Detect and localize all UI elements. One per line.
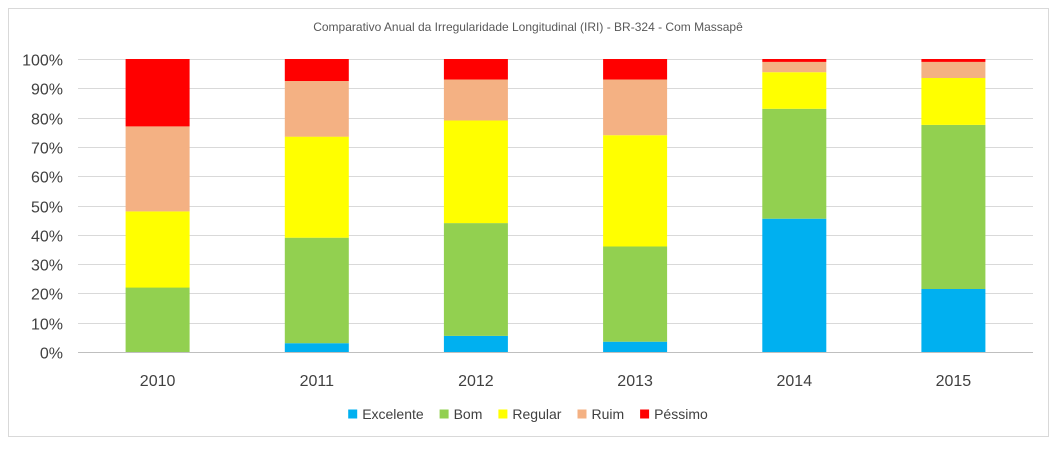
bar-segment xyxy=(443,223,508,336)
y-tick-label: 70% xyxy=(31,141,63,158)
legend: Excelente Bom Regular Ruim Péssimo xyxy=(348,406,708,422)
bars xyxy=(125,59,986,352)
y-tick-label: 20% xyxy=(31,287,63,304)
grid-lines xyxy=(78,59,1033,353)
y-tick-label: 80% xyxy=(31,112,63,129)
chart-title: Comparativo Anual da Irregularidade Long… xyxy=(313,20,743,34)
legend-item: Regular xyxy=(498,406,562,422)
legend-label: Regular xyxy=(512,406,561,422)
legend-swatch xyxy=(577,409,587,419)
bar-segment xyxy=(921,124,986,290)
bar-segment xyxy=(603,246,668,342)
y-tick-label: 30% xyxy=(31,258,63,275)
x-tick-label: 2010 xyxy=(140,373,176,390)
bar-segment xyxy=(443,59,508,80)
bar-segment xyxy=(443,335,508,352)
legend-label: Péssimo xyxy=(654,406,708,422)
bar-segment xyxy=(125,211,190,288)
legend-item: Péssimo xyxy=(640,406,708,422)
bar-segment xyxy=(443,120,508,224)
legend-item: Excelente xyxy=(348,406,424,422)
bar-segment xyxy=(125,126,190,212)
bar-segment xyxy=(284,237,349,344)
x-tick-label: 2014 xyxy=(777,373,813,390)
bar-segment xyxy=(762,108,827,219)
x-tick-label: 2011 xyxy=(300,373,335,390)
bar-segment xyxy=(762,59,827,62)
bar-segment xyxy=(125,287,190,352)
legend-label: Ruim xyxy=(592,406,625,422)
bar-segment xyxy=(603,341,668,352)
bar-segment xyxy=(921,78,986,125)
y-tick-label: 60% xyxy=(31,170,63,187)
legend-label: Bom xyxy=(454,406,483,422)
y-tick-label: 50% xyxy=(31,200,63,217)
bar-segment xyxy=(443,79,508,121)
x-axis-tick-labels: 2010 2011 2012 2013 2014 2015 xyxy=(140,373,971,390)
x-tick-label: 2015 xyxy=(936,373,972,390)
bar-segment xyxy=(921,61,986,78)
bar-segment xyxy=(762,61,827,73)
x-tick-label: 2013 xyxy=(617,373,653,390)
bar-segment xyxy=(284,81,349,137)
bar-segment xyxy=(125,59,190,127)
bar-segment xyxy=(921,59,986,62)
bar-segment xyxy=(603,135,668,247)
y-axis-tick-labels: 0% 10% 20% 30% 40% 50% 60% 70% 80% 90% 100% xyxy=(22,53,63,363)
bar-segment xyxy=(284,59,349,81)
legend-swatch xyxy=(439,409,449,419)
bar-segment xyxy=(603,79,668,136)
legend-item: Ruim xyxy=(577,406,625,422)
legend-swatch xyxy=(348,409,358,419)
x-tick-label: 2012 xyxy=(458,373,494,390)
legend-label: Excelente xyxy=(362,406,424,422)
y-tick-label: 100% xyxy=(22,53,63,70)
bar-segment xyxy=(762,72,827,109)
chart-frame xyxy=(8,8,1049,437)
y-tick-label: 90% xyxy=(31,82,63,99)
legend-swatch xyxy=(640,409,650,419)
bar-segment xyxy=(284,343,349,352)
bar-segment xyxy=(603,59,668,80)
y-tick-label: 40% xyxy=(31,229,63,246)
y-tick-label: 10% xyxy=(31,317,63,334)
bar-segment xyxy=(921,289,986,352)
y-tick-label: 0% xyxy=(40,346,63,363)
legend-item: Bom xyxy=(439,406,483,422)
bar-segment xyxy=(762,218,827,352)
bar-segment xyxy=(284,136,349,238)
legend-swatch xyxy=(498,409,508,419)
